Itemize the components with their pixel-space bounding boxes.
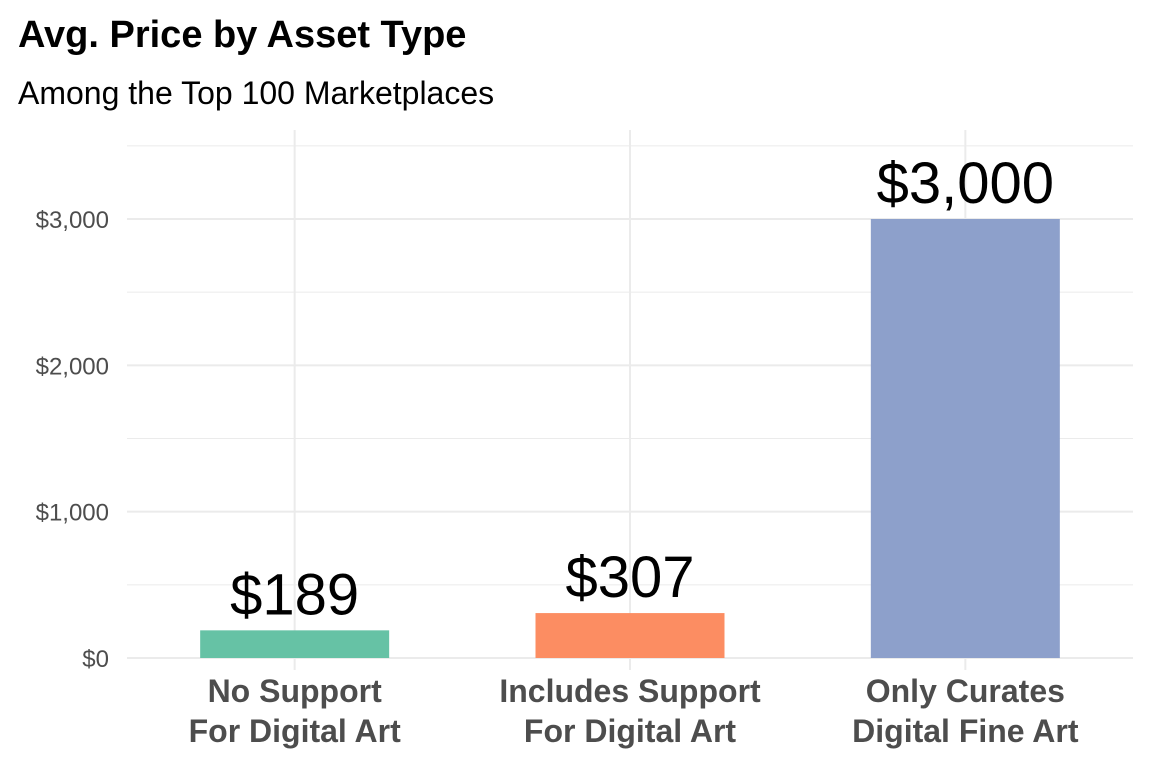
y-tick-label: $0 [82,646,109,673]
x-tick-label: For Digital Art [189,713,401,749]
data-label: $3,000 [877,151,1054,216]
bar [535,613,725,658]
data-label: $189 [230,562,359,627]
bar [870,219,1060,658]
chart-subtitle: Among the Top 100 Marketplaces [18,75,495,111]
x-tick-label: For Digital Art [524,713,736,749]
y-tick-label: $2,000 [36,353,109,380]
chart-title: Avg. Price by Asset Type [18,14,467,56]
data-label: $307 [565,545,694,610]
x-tick-label: No Support [208,673,383,709]
y-tick-label: $1,000 [36,500,109,527]
x-tick-label: Includes Support [499,673,761,709]
y-tick-label: $3,000 [36,207,109,234]
x-tick-label: Digital Fine Art [852,713,1079,749]
bar [200,630,390,658]
x-tick-label: Only Curates [866,673,1065,709]
